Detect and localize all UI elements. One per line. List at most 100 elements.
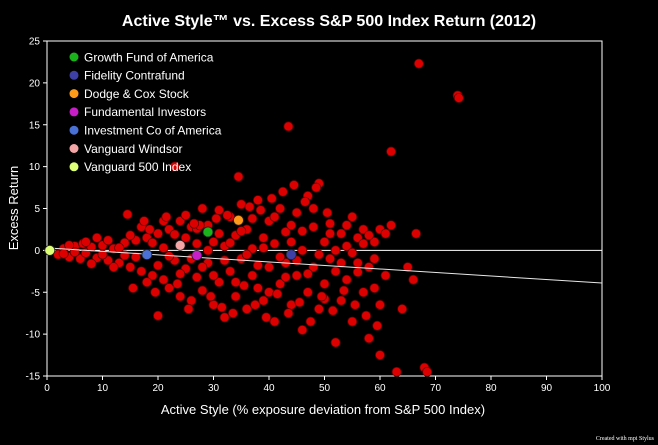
fund-point xyxy=(297,245,308,256)
fund-point xyxy=(361,310,372,321)
fund-point xyxy=(386,146,397,157)
fund-point xyxy=(277,186,288,197)
fund-point xyxy=(130,252,141,263)
chart-title: Active Style™ vs. Excess S&P 500 Index R… xyxy=(122,13,536,30)
fund-point xyxy=(358,238,369,249)
fund-point xyxy=(286,220,297,231)
fund-point xyxy=(380,270,391,281)
fund-point xyxy=(252,195,263,206)
fund-point xyxy=(230,291,241,302)
highlight-point xyxy=(174,239,186,251)
fund-point xyxy=(186,295,197,306)
legend-label: Fundamental Investors xyxy=(84,105,206,119)
x-tick-label: 30 xyxy=(208,383,220,394)
x-tick-label: 100 xyxy=(594,383,611,394)
fund-point xyxy=(350,299,361,310)
y-tick-label: -10 xyxy=(26,330,41,341)
fund-point xyxy=(258,295,269,306)
fund-point xyxy=(330,266,341,277)
fund-point xyxy=(336,257,347,268)
fund-point xyxy=(183,303,194,314)
fund-point xyxy=(180,232,191,243)
fund-point xyxy=(230,277,241,288)
fund-point xyxy=(311,182,322,193)
fund-point xyxy=(158,274,169,285)
fund-point xyxy=(239,280,250,291)
fund-point xyxy=(122,209,133,220)
fund-point xyxy=(275,278,286,289)
fund-point xyxy=(152,310,163,321)
legend-label: Dodge & Cox Stock xyxy=(84,87,190,101)
fund-point xyxy=(330,337,341,348)
fund-point xyxy=(169,229,180,240)
fund-point xyxy=(147,237,158,248)
fund-point xyxy=(291,270,302,281)
fund-point xyxy=(125,230,136,241)
fund-point xyxy=(258,242,269,253)
fund-point xyxy=(175,291,186,302)
legend-marker xyxy=(69,107,79,117)
fund-point xyxy=(338,285,349,296)
fund-point xyxy=(347,316,358,327)
fund-point xyxy=(197,203,208,214)
x-tick-label: 20 xyxy=(152,383,164,394)
x-tick-label: 10 xyxy=(97,383,109,394)
x-tick-label: 90 xyxy=(541,383,553,394)
fund-point xyxy=(363,262,374,273)
fund-point xyxy=(372,320,383,331)
fund-point xyxy=(325,228,336,239)
fund-point xyxy=(214,277,225,288)
fund-point xyxy=(139,216,150,227)
fund-point xyxy=(322,207,333,218)
fund-point xyxy=(225,237,236,248)
highlight-point xyxy=(44,244,56,256)
fund-point xyxy=(308,203,319,214)
fund-point xyxy=(280,272,291,283)
fund-point xyxy=(147,270,158,281)
fund-point xyxy=(363,333,374,344)
fund-point xyxy=(283,308,294,319)
fund-point xyxy=(164,283,175,294)
fund-point xyxy=(91,232,102,243)
fund-point xyxy=(341,274,352,285)
fund-point xyxy=(283,121,294,132)
y-tick-label: -15 xyxy=(26,372,41,383)
fund-point xyxy=(269,211,280,222)
fund-point xyxy=(275,252,286,263)
x-tick-label: 40 xyxy=(263,383,275,394)
fund-point xyxy=(214,228,225,239)
fund-point xyxy=(263,262,274,273)
fund-point xyxy=(97,249,108,260)
fund-point xyxy=(363,230,374,241)
fund-point xyxy=(191,238,202,249)
fund-point xyxy=(216,302,227,313)
highlight-point xyxy=(191,249,203,261)
y-tick-label: 0 xyxy=(34,246,40,257)
fund-point xyxy=(175,268,186,279)
legend-marker xyxy=(69,52,79,62)
fund-point xyxy=(272,288,283,299)
y-tick-label: 15 xyxy=(29,120,41,131)
fund-point xyxy=(402,262,413,273)
fund-point xyxy=(252,260,263,271)
fund-point xyxy=(152,228,163,239)
credit-text: Created with mpi Stylus xyxy=(596,436,655,442)
fund-point xyxy=(313,303,324,314)
fund-point xyxy=(227,308,238,319)
fund-point xyxy=(219,312,230,323)
fund-point xyxy=(144,224,155,235)
fund-point xyxy=(275,203,286,214)
fund-point xyxy=(408,274,419,285)
fund-point xyxy=(341,241,352,252)
fund-point xyxy=(300,196,311,207)
fund-point xyxy=(380,228,391,239)
fund-point xyxy=(297,226,308,237)
x-tick-label: 70 xyxy=(430,383,442,394)
fund-point xyxy=(189,218,200,229)
fund-point xyxy=(288,180,299,191)
fund-point xyxy=(236,226,247,237)
plot-area: 0 10 20 30 40 50 60 70 80 90 100 -15 -10 -5 0 5 10 15 20 25… xyxy=(26,37,611,395)
fund-point xyxy=(252,283,263,294)
fund-point xyxy=(150,287,161,298)
fund-point xyxy=(341,220,352,231)
